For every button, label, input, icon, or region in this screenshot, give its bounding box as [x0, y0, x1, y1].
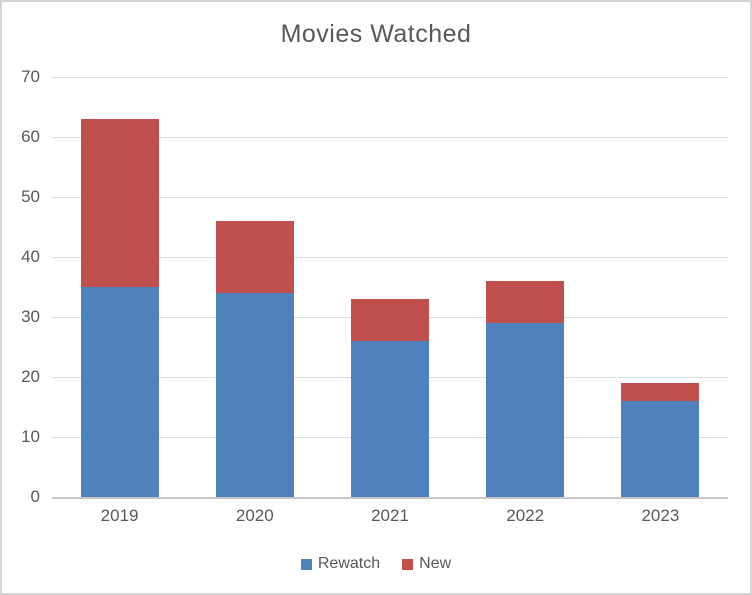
- bar-segment-new-2020: [215, 221, 294, 293]
- x-axis-line: [52, 497, 728, 499]
- bar-2021: [351, 77, 429, 497]
- legend-label-new: New: [419, 555, 452, 572]
- plot-area: [52, 77, 728, 499]
- y-tick-label-70: 70: [21, 67, 40, 86]
- bar-segment-rewatch-2023: [621, 401, 700, 497]
- bar-2023: [621, 77, 700, 497]
- legend: Rewatch New: [2, 555, 750, 573]
- bar-segment-rewatch-2019: [80, 287, 159, 497]
- y-tick-label-0: 0: [30, 487, 40, 506]
- legend-label-rewatch: Rewatch: [317, 555, 381, 572]
- gridline-50: [52, 197, 728, 198]
- bar-2019: [80, 77, 159, 497]
- bar-segment-rewatch-2020: [215, 293, 294, 497]
- x-axis: 2019 2020 2021 2022 2023: [52, 506, 728, 528]
- bar-segment-new-2021: [351, 299, 429, 341]
- bar-segment-rewatch-2021: [351, 341, 429, 497]
- bar-2020: [215, 77, 294, 497]
- bar-segment-new-2022: [486, 281, 565, 323]
- chart-title: Movies Watched: [280, 20, 472, 48]
- bar-segment-rewatch-2022: [486, 323, 565, 497]
- x-tick-label-2023: 2023: [641, 506, 680, 525]
- gridline-40: [52, 257, 728, 258]
- y-tick-label-40: 40: [21, 247, 40, 266]
- x-tick-label-2021: 2021: [371, 506, 409, 525]
- gridline-60: [52, 137, 728, 138]
- bar-segment-new-2019: [80, 119, 159, 287]
- y-tick-label-60: 60: [21, 127, 40, 146]
- x-tick-label-2020: 2020: [235, 506, 274, 525]
- legend-swatch-rewatch: [300, 558, 312, 570]
- y-tick-label-20: 20: [21, 367, 40, 386]
- legend-swatch-new: [402, 558, 414, 570]
- legend-item-new: New: [402, 555, 451, 573]
- y-tick-label-10: 10: [21, 427, 40, 446]
- bar-2022: [486, 77, 565, 497]
- x-tick-label-2019: 2019: [100, 506, 139, 525]
- y-axis: 0 10 20 30 40 50 60 70: [2, 68, 40, 506]
- y-tick-label-50: 50: [21, 187, 40, 206]
- y-tick-label-30: 30: [21, 307, 40, 326]
- x-tick-label-2022: 2022: [506, 506, 545, 525]
- gridline-70: [52, 77, 728, 78]
- legend-item-rewatch: Rewatch: [300, 555, 381, 573]
- bar-segment-new-2023: [621, 383, 700, 401]
